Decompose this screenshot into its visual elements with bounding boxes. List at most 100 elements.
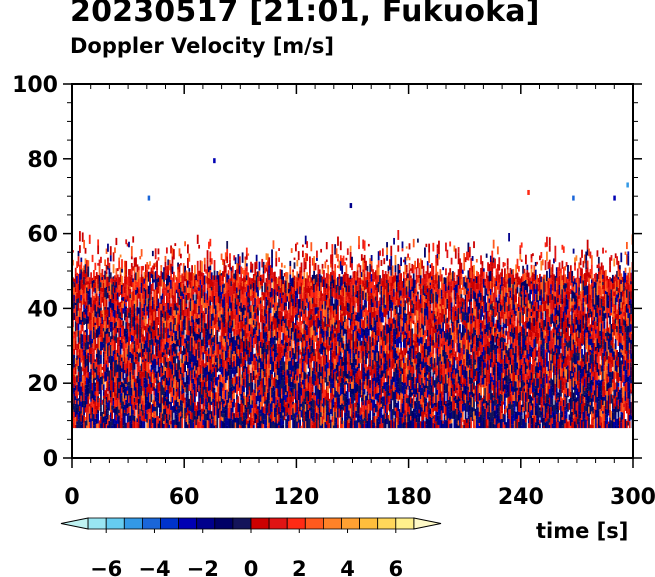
heatmap-cell	[229, 253, 231, 260]
heatmap-cell	[167, 351, 170, 355]
heatmap-cell	[323, 389, 325, 398]
heatmap-cell	[316, 297, 318, 304]
heatmap-cell	[140, 307, 143, 318]
heatmap-cell	[135, 387, 137, 398]
heatmap-cell	[338, 332, 341, 340]
heatmap-cell	[273, 408, 276, 418]
heatmap-cell	[309, 256, 311, 264]
heatmap-cell	[251, 294, 254, 301]
heatmap-cell	[196, 287, 199, 290]
heatmap-cell	[222, 408, 224, 414]
heatmap-cell	[352, 375, 355, 380]
heatmap-cell	[348, 345, 351, 354]
heatmap-cell	[247, 292, 250, 297]
heatmap-cell	[178, 272, 181, 283]
heatmap-cell	[311, 345, 314, 353]
heatmap-cell	[210, 363, 213, 370]
heatmap-cell	[121, 408, 123, 414]
heatmap-cell	[81, 349, 84, 353]
heatmap-cell	[100, 294, 102, 305]
heatmap-cell	[337, 417, 339, 425]
heatmap-cell	[280, 269, 283, 280]
heatmap-cell	[220, 301, 223, 307]
heatmap-cell	[192, 378, 195, 387]
heatmap-cell	[170, 409, 172, 418]
heatmap-cell	[198, 287, 201, 291]
heatmap-cell	[286, 296, 289, 302]
heatmap-cell	[252, 420, 255, 426]
heatmap-cell	[289, 411, 292, 421]
heatmap-cell	[182, 363, 185, 374]
heatmap-cell	[222, 322, 224, 327]
heatmap-cell	[213, 406, 216, 416]
heatmap-cell	[215, 392, 217, 399]
heatmap-cell	[187, 403, 189, 408]
heatmap-cell	[248, 336, 251, 342]
heatmap-cell	[330, 331, 332, 341]
heatmap-cell	[147, 303, 150, 310]
heatmap-cell	[179, 330, 182, 337]
heatmap-cell	[97, 391, 100, 397]
heatmap-cell	[104, 287, 107, 298]
heatmap-cell	[130, 423, 133, 429]
heatmap-cell	[231, 377, 234, 385]
heatmap-cell	[257, 367, 259, 373]
heatmap-cell	[109, 321, 112, 328]
heatmap-cell	[318, 377, 321, 385]
heatmap-cell	[170, 245, 172, 254]
heatmap-cell	[163, 352, 165, 356]
heatmap-cell	[125, 399, 128, 403]
heatmap-cell	[87, 294, 90, 301]
heatmap-cell	[252, 416, 255, 421]
heatmap-cell	[226, 407, 229, 416]
heatmap-cell	[199, 270, 202, 280]
heatmap-cell	[196, 324, 199, 332]
heatmap-cell	[139, 309, 142, 318]
heatmap-cell	[94, 344, 97, 351]
heatmap-cell	[222, 387, 224, 391]
heatmap-cell	[296, 288, 299, 299]
heatmap-cell	[299, 386, 302, 395]
heatmap-cell	[122, 363, 125, 370]
heatmap-cell	[102, 384, 105, 392]
heatmap-cell	[299, 330, 302, 335]
heatmap-cell	[171, 299, 174, 307]
heatmap-cell	[205, 420, 208, 429]
heatmap-cell	[255, 369, 258, 375]
heatmap-cell	[212, 281, 215, 285]
heatmap-cell	[314, 303, 317, 308]
heatmap-cell	[335, 380, 338, 391]
heatmap-cell	[222, 417, 224, 422]
heatmap-cell	[297, 308, 300, 316]
heatmap-cell	[158, 331, 161, 334]
heatmap-cell	[213, 286, 216, 296]
heatmap-cell	[244, 307, 247, 311]
heatmap-cell	[137, 318, 140, 325]
heatmap-cell	[217, 359, 220, 369]
heatmap-cell	[205, 293, 208, 304]
heatmap-cell	[328, 290, 331, 299]
heatmap-cell	[191, 344, 194, 354]
heatmap-cell	[136, 383, 139, 390]
heatmap-cell	[280, 407, 283, 410]
heatmap-cell	[314, 381, 317, 386]
heatmap-cell	[335, 397, 338, 405]
heatmap-cell	[132, 290, 135, 301]
heatmap-cell	[282, 295, 285, 304]
heatmap-cell	[278, 402, 280, 407]
heatmap-cell	[201, 318, 203, 327]
heatmap-cell	[115, 321, 118, 326]
heatmap-cell	[177, 352, 179, 356]
heatmap-cell	[83, 269, 86, 277]
heatmap-cell	[351, 340, 353, 348]
heatmap-cell	[102, 375, 105, 379]
heatmap-cell	[304, 391, 307, 402]
heatmap-cell	[167, 398, 170, 409]
heatmap-cell	[111, 294, 114, 303]
heatmap-cell	[325, 330, 328, 340]
heatmap-cell	[97, 413, 100, 424]
heatmap-cell	[104, 306, 107, 310]
heatmap-cell	[100, 287, 102, 292]
heatmap-cell	[114, 368, 116, 377]
heatmap-cell	[310, 400, 313, 407]
